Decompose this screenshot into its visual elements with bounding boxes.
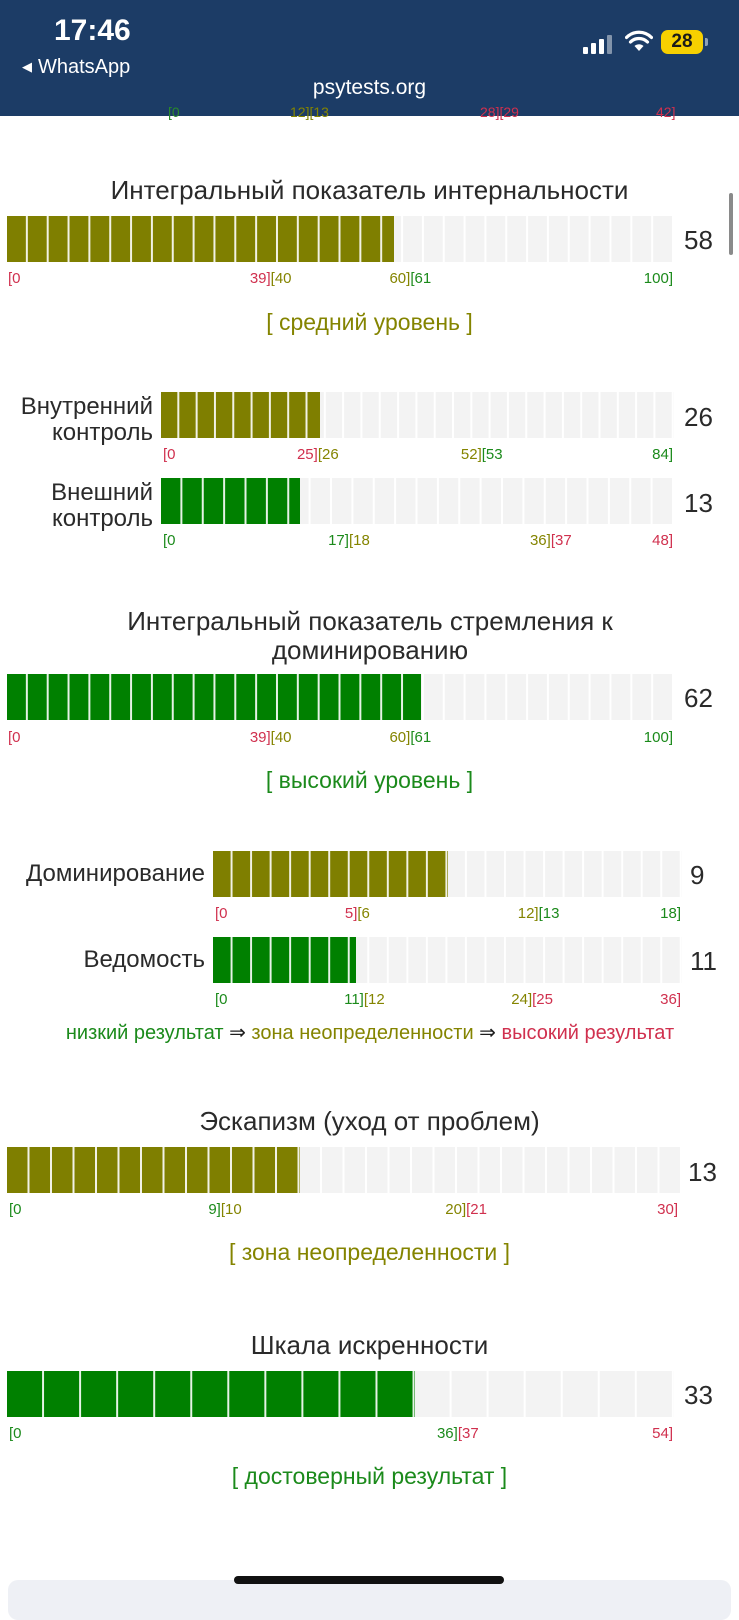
subscale-ticks: [0 17][18 36][37 48] bbox=[163, 532, 673, 552]
tick-label: 39][40 bbox=[249, 729, 292, 746]
back-to-app-link[interactable]: ◀ WhatsApp bbox=[22, 56, 130, 79]
tick-label: 11][12 bbox=[344, 991, 385, 1008]
score-bar bbox=[7, 216, 674, 262]
subscale-label: Доминирование bbox=[26, 860, 205, 887]
tick-label: 60][61 bbox=[389, 729, 432, 746]
subscale-bar bbox=[213, 937, 682, 983]
tick-label: 36][37 bbox=[436, 1425, 479, 1442]
tick-label: 24][25 bbox=[511, 991, 553, 1008]
score-value: 13 bbox=[688, 1157, 717, 1187]
verdict-text: [ зона неопределенности ] bbox=[228, 1239, 511, 1265]
subscale-bar-fill bbox=[213, 851, 448, 897]
tick-label: 52][53 bbox=[460, 446, 503, 463]
subscale-bar bbox=[161, 392, 674, 438]
arrow-icon: ⇒ bbox=[479, 1022, 496, 1044]
cellular-signal-icon bbox=[583, 34, 615, 54]
tick-label: 36][37 bbox=[529, 532, 572, 549]
tick-label: [0 bbox=[215, 991, 228, 1008]
subscale-label: Ведомость bbox=[83, 946, 205, 973]
legend-high: высокий результат bbox=[501, 1022, 675, 1044]
tick-label: 12][13 bbox=[517, 905, 560, 922]
verdict-text: [ достоверный результат ] bbox=[231, 1463, 508, 1489]
section-title: Шкала искренности bbox=[250, 1330, 489, 1360]
score-bar-fill bbox=[7, 1147, 300, 1193]
score-value: 62 bbox=[684, 683, 713, 713]
home-indicator[interactable] bbox=[234, 1576, 504, 1584]
verdict-text: [ высокий уровень ] bbox=[265, 767, 474, 793]
subscale-bar bbox=[161, 478, 674, 524]
score-bar bbox=[7, 1147, 682, 1193]
tick-label: [0 bbox=[163, 446, 176, 463]
wifi-icon bbox=[625, 30, 653, 51]
subscale-score: 26 bbox=[684, 402, 713, 432]
subscale-bar-fill bbox=[161, 392, 320, 438]
score-value: 33 bbox=[684, 1380, 713, 1410]
subscale-bar bbox=[213, 851, 682, 897]
tick-label: [0 bbox=[168, 104, 180, 120]
subscale-ticks: [0 25][26 52][53 84] bbox=[163, 446, 673, 466]
arrow-icon: ⇒ bbox=[229, 1022, 246, 1044]
tick-label: 9][10 bbox=[208, 1201, 242, 1218]
tick-label: 36] bbox=[660, 991, 681, 1008]
tick-label: 25][26 bbox=[296, 446, 339, 463]
subscale-label: Внутренний контроль bbox=[20, 393, 153, 446]
tick-label: 84] bbox=[652, 446, 673, 463]
scrollbar[interactable] bbox=[729, 193, 733, 255]
tick-label: 18] bbox=[660, 905, 681, 922]
tick-label: 100] bbox=[643, 729, 673, 746]
subscale-ticks: [0 11][12 24][25 36] bbox=[215, 991, 681, 1011]
subscale-score: 11 bbox=[690, 946, 717, 976]
clock: 17:46 bbox=[54, 14, 131, 47]
color-legend: низкий результат ⇒ зона неопределенности… bbox=[40, 1023, 700, 1044]
subscale-ticks: [0 5][6 12][13 18] bbox=[215, 905, 681, 925]
section-title: Интегральный показатель интернальности bbox=[110, 175, 629, 205]
tick-label: [0 bbox=[215, 905, 228, 922]
tick-label: 48] bbox=[652, 532, 673, 549]
score-bar-fill bbox=[7, 216, 394, 262]
tick-label: 100] bbox=[643, 270, 673, 287]
scale-ticks: [0 9][10 20][21 30] bbox=[9, 1201, 678, 1221]
score-bar-fill bbox=[7, 674, 421, 720]
tick-label: [0 bbox=[8, 270, 21, 287]
subscale-bar-fill bbox=[161, 478, 300, 524]
battery-cap bbox=[705, 38, 708, 46]
tick-label: [0 bbox=[163, 532, 176, 549]
legend-low: низкий результат bbox=[65, 1022, 224, 1044]
verdict-text: [ средний уровень ] bbox=[266, 309, 473, 335]
tick-label: 5][6 bbox=[344, 905, 370, 922]
legend-mid: зона неопределенности bbox=[251, 1022, 474, 1044]
tick-label: 20][21 bbox=[445, 1201, 487, 1218]
score-value: 58 bbox=[684, 225, 713, 255]
score-bar bbox=[7, 1371, 674, 1417]
next-card[interactable] bbox=[8, 1580, 731, 1620]
tick-label: 42] bbox=[656, 104, 676, 120]
tick-label: 28][29 bbox=[480, 104, 519, 120]
scale-ticks: [0 39][40 60][61 100] bbox=[8, 270, 673, 290]
tick-label: [0 bbox=[9, 1425, 22, 1442]
subscale-label: Внешний контроль bbox=[51, 479, 153, 532]
tick-label: [0 bbox=[9, 1201, 22, 1218]
address-bar-url[interactable]: psytests.org bbox=[312, 76, 427, 99]
tick-label: [0 bbox=[8, 729, 21, 746]
tick-label: 17][18 bbox=[328, 532, 370, 549]
tick-label: 60][61 bbox=[389, 270, 432, 287]
status-bar: 17:46 ◀ WhatsApp psytests.org 28 bbox=[0, 0, 739, 116]
back-triangle-icon: ◀ bbox=[22, 59, 32, 74]
subscale-bar-fill bbox=[213, 937, 357, 983]
subscale-score: 13 bbox=[684, 488, 713, 518]
subscale-score: 9 bbox=[690, 860, 705, 890]
score-bar bbox=[7, 674, 674, 720]
section-title: Интегральный показатель стремления к дом… bbox=[127, 606, 613, 665]
back-app-label: WhatsApp bbox=[38, 56, 131, 78]
tick-label: 12][13 bbox=[290, 104, 329, 120]
tick-label: 39][40 bbox=[249, 270, 292, 287]
scale-ticks: [0 36][37 54] bbox=[9, 1425, 673, 1445]
section-title: Эскапизм (уход от проблем) bbox=[199, 1106, 540, 1136]
tick-label: 30] bbox=[657, 1201, 678, 1218]
scale-ticks: [0 39][40 60][61 100] bbox=[8, 729, 673, 749]
battery-icon: 28 bbox=[661, 30, 703, 54]
tick-label: 54] bbox=[652, 1425, 673, 1442]
score-bar-fill bbox=[7, 1371, 415, 1417]
